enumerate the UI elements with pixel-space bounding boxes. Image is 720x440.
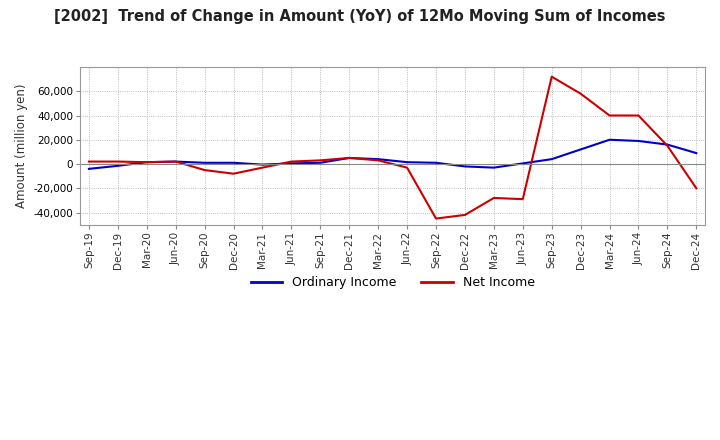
Net Income xyxy=(490,195,498,201)
Ordinary Income xyxy=(663,142,672,147)
Ordinary Income xyxy=(143,160,151,165)
Net Income xyxy=(85,159,94,164)
Ordinary Income xyxy=(345,155,354,161)
Net Income xyxy=(374,158,382,163)
Ordinary Income xyxy=(692,150,701,156)
Ordinary Income xyxy=(402,160,411,165)
Net Income xyxy=(316,158,325,163)
Ordinary Income xyxy=(432,160,441,165)
Ordinary Income xyxy=(576,147,585,152)
Ordinary Income xyxy=(490,165,498,170)
Ordinary Income xyxy=(374,157,382,162)
Line: Net Income: Net Income xyxy=(89,77,696,219)
Net Income xyxy=(547,74,556,79)
Ordinary Income xyxy=(200,160,209,165)
Ordinary Income xyxy=(606,137,614,143)
Ordinary Income xyxy=(316,160,325,165)
Ordinary Income xyxy=(114,163,122,169)
Net Income xyxy=(461,212,469,217)
Ordinary Income xyxy=(258,162,267,167)
Net Income xyxy=(171,159,180,164)
Ordinary Income xyxy=(171,159,180,164)
Net Income xyxy=(114,159,122,164)
Net Income xyxy=(143,160,151,165)
Net Income xyxy=(663,143,672,148)
Net Income xyxy=(576,91,585,96)
Text: [2002]  Trend of Change in Amount (YoY) of 12Mo Moving Sum of Incomes: [2002] Trend of Change in Amount (YoY) o… xyxy=(54,9,666,24)
Net Income xyxy=(345,155,354,161)
Net Income xyxy=(634,113,643,118)
Ordinary Income xyxy=(85,166,94,172)
Net Income xyxy=(287,159,296,164)
Net Income xyxy=(402,165,411,170)
Ordinary Income xyxy=(461,164,469,169)
Y-axis label: Amount (million yen): Amount (million yen) xyxy=(15,84,28,208)
Ordinary Income xyxy=(229,160,238,165)
Ordinary Income xyxy=(547,157,556,162)
Legend: Ordinary Income, Net Income: Ordinary Income, Net Income xyxy=(246,271,539,294)
Ordinary Income xyxy=(287,161,296,166)
Ordinary Income xyxy=(518,161,527,166)
Ordinary Income xyxy=(634,138,643,143)
Net Income xyxy=(606,113,614,118)
Net Income xyxy=(200,168,209,173)
Net Income xyxy=(518,197,527,202)
Net Income xyxy=(432,216,441,221)
Net Income xyxy=(692,186,701,191)
Net Income xyxy=(229,171,238,176)
Net Income xyxy=(258,165,267,170)
Line: Ordinary Income: Ordinary Income xyxy=(89,140,696,169)
